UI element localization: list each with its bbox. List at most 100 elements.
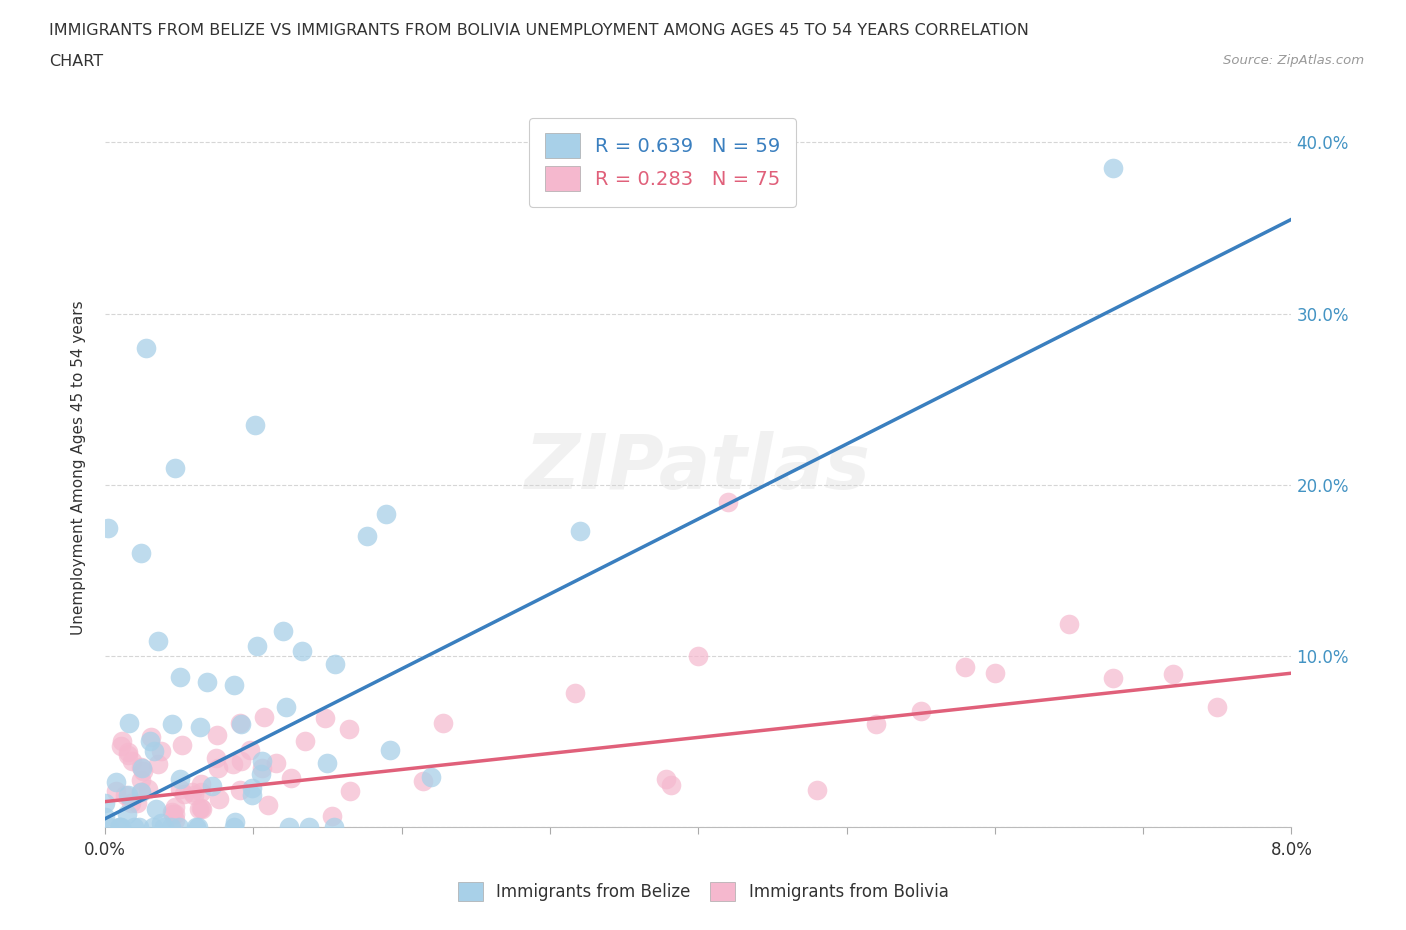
Point <box>149 816 172 830</box>
Legend: R = 0.639   N = 59, R = 0.283   N = 75: R = 0.639 N = 59, R = 0.283 N = 75 <box>529 118 796 206</box>
Point <box>215 834 238 849</box>
Point <box>190 785 212 800</box>
Point <box>145 802 167 817</box>
Point <box>412 774 434 789</box>
Point <box>129 785 152 800</box>
Point <box>984 666 1007 681</box>
Point <box>1206 699 1229 714</box>
Point <box>356 528 378 543</box>
Point <box>323 820 346 835</box>
Y-axis label: Unemployment Among Ages 45 to 54 years: Unemployment Among Ages 45 to 54 years <box>72 300 86 635</box>
Point <box>297 820 319 835</box>
Point <box>108 838 131 853</box>
Point <box>160 820 183 835</box>
Point <box>1102 671 1125 685</box>
Point <box>139 730 162 745</box>
Point <box>124 820 146 835</box>
Point <box>277 820 299 835</box>
Point <box>129 772 152 787</box>
Point <box>222 757 245 772</box>
Point <box>240 788 263 803</box>
Point <box>160 804 183 819</box>
Point <box>271 624 294 639</box>
Point <box>173 787 195 802</box>
Point <box>170 737 193 752</box>
Point <box>115 854 138 869</box>
Point <box>240 780 263 795</box>
Point <box>127 795 149 810</box>
Point <box>111 734 134 749</box>
Point <box>107 820 129 835</box>
Point <box>655 772 678 787</box>
Point <box>686 649 709 664</box>
Point <box>214 852 236 867</box>
Point <box>420 770 443 785</box>
Point <box>110 820 132 835</box>
Point <box>118 716 141 731</box>
Point <box>195 674 218 689</box>
Point <box>105 775 128 790</box>
Point <box>205 751 228 765</box>
Point <box>229 754 252 769</box>
Point <box>222 820 245 835</box>
Text: Source: ZipAtlas.com: Source: ZipAtlas.com <box>1223 54 1364 67</box>
Point <box>953 659 976 674</box>
Point <box>337 722 360 737</box>
Point <box>190 777 212 791</box>
Point <box>207 761 229 776</box>
Point <box>224 815 246 830</box>
Point <box>142 820 165 835</box>
Point <box>717 495 740 510</box>
Point <box>131 764 153 778</box>
Point <box>280 771 302 786</box>
Point <box>146 756 169 771</box>
Point <box>121 753 143 768</box>
Point <box>432 716 454 731</box>
Point <box>190 801 212 816</box>
Point <box>205 727 228 742</box>
Point <box>165 807 187 822</box>
Point <box>191 802 214 817</box>
Point <box>128 820 150 835</box>
Point <box>165 460 187 475</box>
Point <box>129 785 152 800</box>
Point <box>323 657 346 671</box>
Point <box>183 788 205 803</box>
Point <box>256 797 278 812</box>
Point <box>136 782 159 797</box>
Point <box>264 755 287 770</box>
Point <box>806 783 828 798</box>
Point <box>1057 617 1080 631</box>
Point <box>1102 161 1125 176</box>
Point <box>294 734 316 749</box>
Point <box>150 854 173 869</box>
Point <box>190 719 212 734</box>
Point <box>98 854 121 869</box>
Point <box>865 716 887 731</box>
Point <box>253 710 276 724</box>
Point <box>169 771 191 786</box>
Point <box>143 744 166 759</box>
Text: CHART: CHART <box>49 54 103 69</box>
Text: ZIPatlas: ZIPatlas <box>526 431 872 505</box>
Point <box>224 677 246 692</box>
Point <box>115 806 138 821</box>
Point <box>117 748 139 763</box>
Point <box>274 699 297 714</box>
Legend: Immigrants from Belize, Immigrants from Bolivia: Immigrants from Belize, Immigrants from … <box>451 875 955 908</box>
Point <box>229 782 252 797</box>
Point <box>162 806 184 821</box>
Point <box>187 802 209 817</box>
Point <box>104 784 127 799</box>
Point <box>97 520 120 535</box>
Point <box>246 639 269 654</box>
Point <box>661 777 683 792</box>
Point <box>229 715 252 730</box>
Point <box>250 753 273 768</box>
Point <box>153 820 176 835</box>
Point <box>98 820 121 835</box>
Point <box>208 792 231 807</box>
Point <box>94 795 117 810</box>
Point <box>160 717 183 732</box>
Point <box>339 784 361 799</box>
